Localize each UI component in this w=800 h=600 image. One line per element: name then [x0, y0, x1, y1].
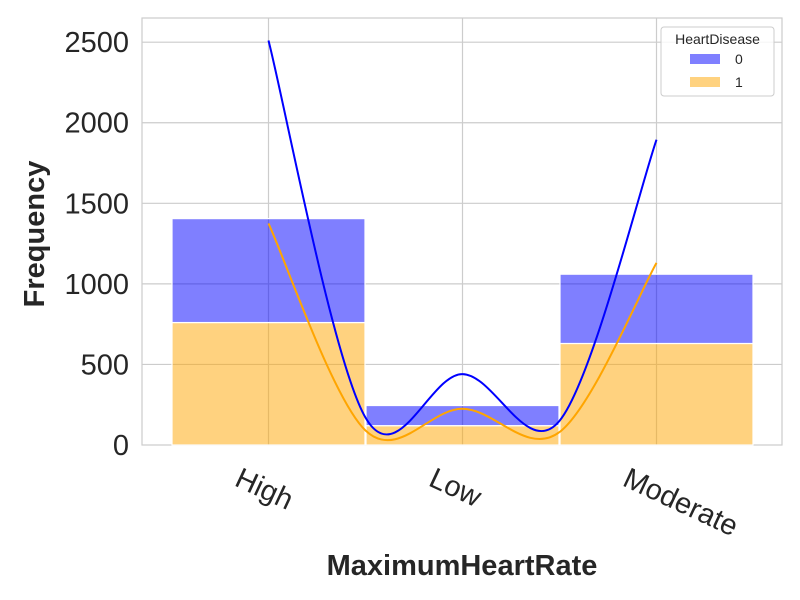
bar-series-0-moderate [559, 273, 754, 345]
legend-title: HeartDisease [675, 31, 760, 47]
y-tick-label: 1000 [64, 269, 129, 301]
bar-series-0-high [171, 218, 366, 324]
y-tick-labels: 0 500 1000 1500 2000 2500 [64, 27, 129, 462]
kde-line-series-1 [267, 223, 658, 442]
x-tick-labels: High Low Moderate [230, 462, 743, 543]
x-tick-label-high: High [230, 462, 298, 516]
y-tick-label: 0 [113, 430, 129, 462]
bar-series-1-high [171, 321, 366, 446]
kde-line-series-0 [267, 40, 658, 436]
y-tick-label: 2000 [64, 108, 129, 140]
y-axis-title: Frequency [19, 161, 51, 308]
y-tick-label: 1500 [64, 188, 129, 220]
y-tick-label: 500 [81, 349, 129, 381]
legend-swatch-0 [690, 54, 720, 64]
legend-swatch-1 [690, 77, 720, 87]
legend-label-0: 0 [735, 51, 743, 67]
legend-label-1: 1 [735, 74, 743, 90]
legend: HeartDisease 0 1 [660, 26, 775, 97]
kde-curves [267, 40, 658, 442]
bar-series-1-moderate [559, 342, 754, 446]
y-tick-label: 2500 [64, 27, 129, 59]
x-tick-label-low: Low [424, 462, 487, 514]
x-tick-label-moderate: Moderate [618, 462, 743, 543]
bars [171, 218, 754, 446]
x-axis-title: MaximumHeartRate [327, 550, 598, 582]
